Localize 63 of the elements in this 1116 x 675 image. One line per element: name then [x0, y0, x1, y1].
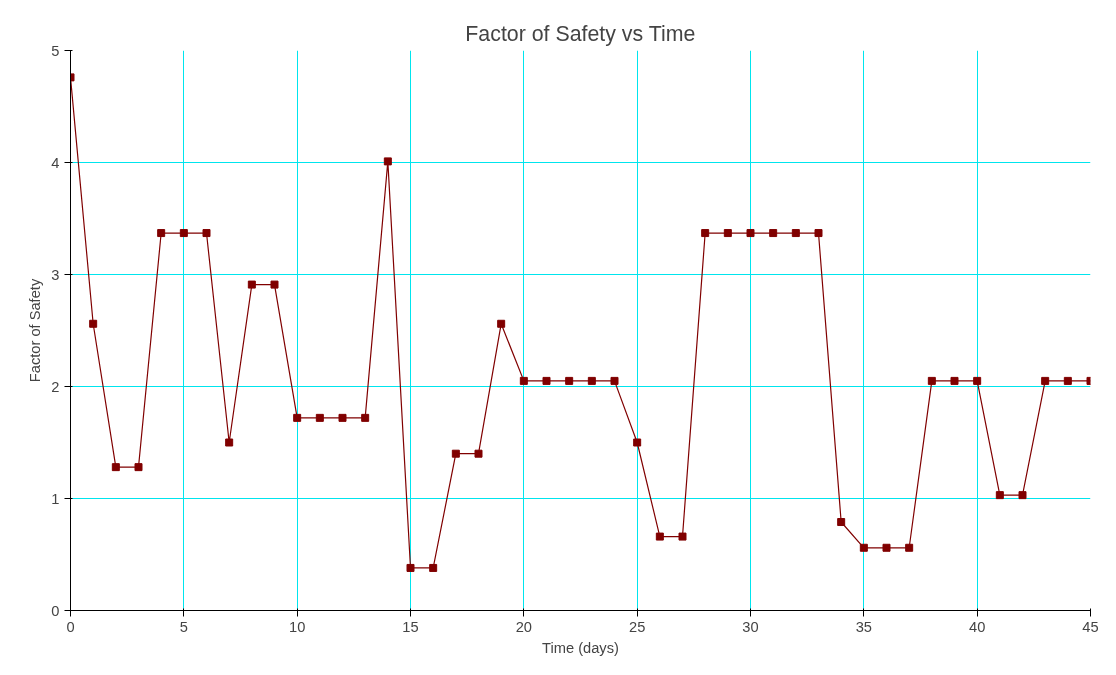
y-tick-label: 2 — [51, 378, 60, 395]
point — [406, 563, 415, 572]
point — [973, 376, 982, 385]
point — [678, 532, 687, 541]
point — [157, 229, 166, 238]
point — [791, 229, 800, 238]
x-tick-label: 45 — [1082, 618, 1099, 635]
point — [383, 157, 392, 166]
y-tick-label: 3 — [51, 266, 60, 283]
x-axis-title: Time (days) — [542, 639, 619, 656]
x-tick-label: 5 — [179, 618, 188, 635]
y-tick-label: 1 — [51, 490, 60, 507]
point — [202, 229, 211, 238]
point — [655, 532, 664, 541]
point — [837, 518, 846, 527]
point — [179, 229, 188, 238]
x-tick-label: 35 — [855, 618, 872, 635]
point — [474, 449, 483, 458]
point — [542, 376, 551, 385]
point — [111, 463, 120, 472]
point — [769, 229, 778, 238]
x-tick-label: 20 — [515, 618, 532, 635]
point — [950, 376, 959, 385]
x-tick-label: 40 — [969, 618, 986, 635]
point — [859, 543, 868, 552]
point — [451, 449, 460, 458]
point — [1018, 491, 1027, 500]
point — [519, 376, 528, 385]
point — [633, 438, 642, 447]
point — [225, 438, 234, 447]
point — [723, 229, 732, 238]
y-tick-label: 4 — [51, 154, 60, 171]
point — [89, 319, 98, 328]
x-tick-label: 10 — [289, 618, 306, 635]
point — [315, 413, 324, 422]
point — [361, 413, 370, 422]
point — [995, 491, 1004, 500]
y-axis-title: Factor of Safety — [27, 278, 44, 383]
point — [565, 376, 574, 385]
y-tick-label: 5 — [51, 42, 60, 59]
point — [587, 376, 596, 385]
point — [338, 413, 347, 422]
point — [293, 413, 302, 422]
x-tick-label: 0 — [66, 618, 75, 635]
point — [701, 229, 710, 238]
point — [1041, 376, 1050, 385]
x-tick-label: 15 — [402, 618, 419, 635]
point — [429, 563, 438, 572]
point — [882, 543, 891, 552]
point — [905, 543, 914, 552]
point — [134, 463, 143, 472]
point — [270, 280, 279, 289]
x-tick-label: 30 — [742, 618, 759, 635]
point — [927, 376, 936, 385]
point — [497, 319, 506, 328]
point — [1063, 376, 1072, 385]
point — [610, 376, 619, 385]
y-tick-label: 0 — [51, 602, 60, 619]
point — [746, 229, 755, 238]
point — [814, 229, 823, 238]
x-tick-label: 25 — [629, 618, 646, 635]
chart-title: Factor of Safety vs Time — [465, 21, 696, 46]
point — [247, 280, 256, 289]
